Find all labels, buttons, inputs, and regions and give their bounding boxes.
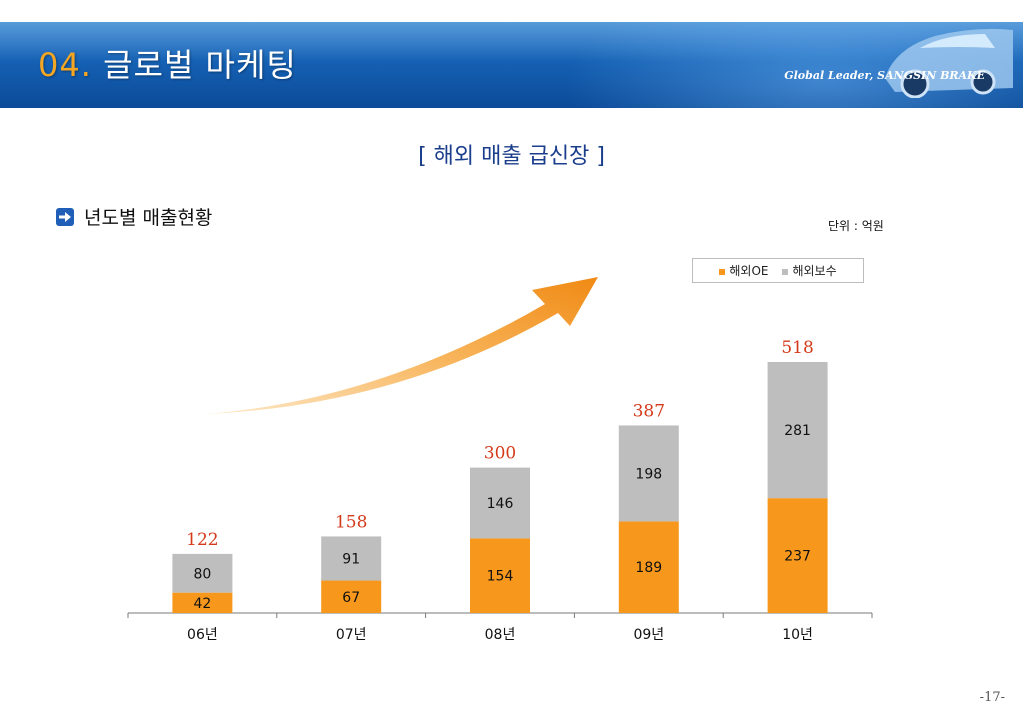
banner-shine	[0, 22, 1023, 62]
page-number: -17-	[979, 690, 1005, 705]
bar-segment-service	[321, 536, 382, 581]
legend-label-oe: 해외OE	[729, 264, 769, 278]
car-illustration	[885, 28, 1013, 98]
data-label-oe: 67	[342, 590, 360, 606]
bar-segment-oe	[767, 498, 828, 613]
data-label-total: 158	[335, 512, 367, 532]
data-label-service: 281	[784, 423, 811, 439]
legend-item-oe: 해외OE	[719, 262, 768, 279]
x-tick-label: 10년	[782, 627, 813, 643]
section-heading: 년도별 매출현황	[56, 203, 212, 230]
legend-label-service: 해외보수	[792, 264, 837, 278]
section-number: 04.	[38, 46, 92, 84]
legend-item-service: 해외보수	[782, 262, 837, 279]
bar-segment-service	[618, 425, 679, 522]
tagline: Global Leader, SANGSIN BRAKE	[784, 69, 985, 82]
data-label-total: 122	[186, 530, 218, 550]
section-label: 년도별 매출현황	[84, 207, 213, 229]
bar-segment-oe	[470, 538, 530, 613]
x-tick-label: 08년	[485, 627, 516, 643]
data-label-service: 146	[487, 496, 514, 512]
bar-segment-service	[767, 361, 828, 499]
unit-label: 단위 : 억원	[828, 219, 884, 233]
bar-segment-oe	[172, 592, 233, 613]
data-label-service: 91	[342, 551, 360, 567]
bar-segment-oe	[321, 580, 382, 613]
slide-subtitle: [ 해외 매출 급신장 ]	[418, 144, 605, 169]
data-label-service: 80	[193, 566, 211, 582]
arrow-right-icon	[56, 207, 74, 226]
bar-segment-service	[470, 467, 530, 539]
bar-segment-service	[172, 553, 233, 593]
title-text: 글로벌 마케팅	[103, 46, 297, 84]
data-label-total: 387	[633, 401, 665, 421]
data-label-oe: 154	[487, 569, 514, 585]
page-title: 04. 글로벌 마케팅	[38, 40, 297, 86]
legend-swatch-service	[782, 268, 789, 275]
data-label-oe: 42	[193, 596, 211, 612]
data-label-oe: 189	[635, 560, 662, 576]
data-label-oe: 237	[784, 549, 811, 565]
bar-segment-oe	[618, 521, 679, 613]
legend-swatch-oe	[719, 268, 726, 275]
x-tick-label: 07년	[336, 627, 367, 643]
x-tick-label: 06년	[187, 627, 218, 643]
data-label-total: 518	[781, 338, 813, 358]
data-label-service: 198	[635, 466, 662, 482]
chart-legend: 해외OE 해외보수	[692, 258, 864, 283]
data-label-total: 300	[484, 444, 516, 464]
x-tick-label: 09년	[633, 627, 664, 643]
